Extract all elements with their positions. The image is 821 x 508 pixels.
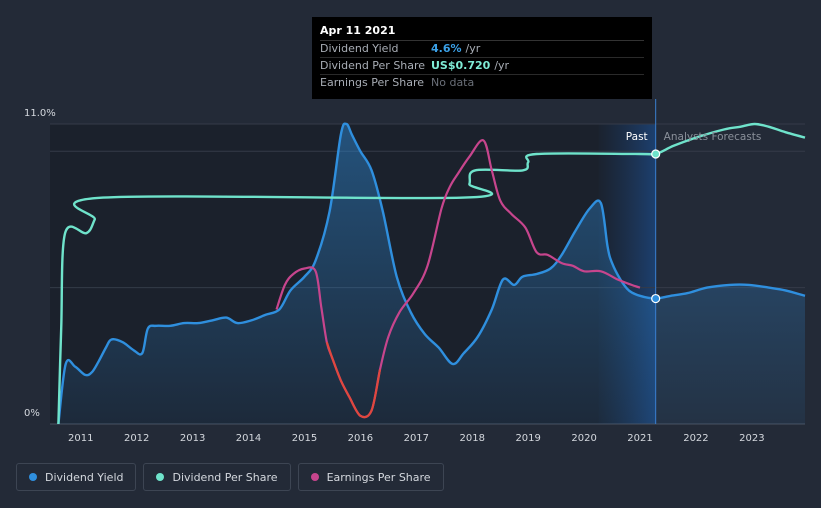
x-axis-ticks: 2011 2012 2013 2014 2015 2016 2017 2018 2019 2020… <box>68 433 765 444</box>
x-tick-label: 2021 <box>627 433 652 444</box>
legend-label: Earnings Per Share <box>326 470 431 484</box>
x-tick-label: 2018 <box>460 433 485 444</box>
tooltip-value: No data <box>431 76 475 89</box>
past-label: Past <box>626 131 648 143</box>
earnings-per-share-negative-segment <box>325 341 382 419</box>
x-tick-label: 2022 <box>683 433 708 444</box>
tooltip: Apr 11 2021 Dividend Yield 4.6% /yr Divi… <box>312 17 652 99</box>
legend-dot-icon <box>156 473 165 481</box>
y-axis-top-label: 11.0% <box>24 108 56 119</box>
hover-marker-dividend-yield <box>651 293 661 304</box>
legend-label: Dividend Yield <box>45 470 124 484</box>
legend-item-earnings-per-share[interactable]: Earnings Per Share <box>297 463 444 491</box>
series-layer <box>57 122 806 425</box>
tooltip-unit: /yr <box>465 42 481 55</box>
legend-label: Dividend Per Share <box>172 470 278 484</box>
forecast-label: Analysts Forecasts <box>664 131 762 143</box>
x-tick-label: 2016 <box>348 433 373 444</box>
y-axis-bottom-label: 0% <box>24 408 40 419</box>
tooltip-label: Earnings Per Share <box>320 76 425 89</box>
hover-markers <box>651 149 661 304</box>
legend-dot-icon <box>29 473 37 481</box>
x-tick-label: 2011 <box>68 433 93 444</box>
dividend-per-share-line <box>57 122 806 425</box>
x-tick-label: 2012 <box>124 433 149 444</box>
tooltip-row-dividend-yield: Dividend Yield 4.6% /yr <box>320 41 644 58</box>
x-tick-label: 2017 <box>404 433 429 444</box>
tooltip-label: Dividend Per Share <box>320 59 426 72</box>
x-tick-label: 2013 <box>180 433 205 444</box>
tooltip-value: 4.6% <box>431 42 462 55</box>
x-tick-label: 2023 <box>739 433 764 444</box>
tooltip-date: Apr 11 2021 <box>320 23 644 41</box>
earnings-per-share-line <box>275 139 641 419</box>
hover-marker-dividend-per-share <box>651 149 661 159</box>
x-tick-label: 2019 <box>515 433 540 444</box>
x-tick-label: 2015 <box>292 433 317 444</box>
legend-item-dividend-per-share[interactable]: Dividend Per Share <box>143 463 291 491</box>
dividend-yield-line <box>57 122 806 425</box>
legend-item-dividend-yield[interactable]: Dividend Yield <box>16 463 137 491</box>
legend: Dividend Yield Dividend Per Share Earnin… <box>16 463 444 491</box>
legend-dot-icon <box>310 473 319 481</box>
tooltip-label: Dividend Yield <box>320 42 399 55</box>
x-tick-label: 2014 <box>236 433 261 444</box>
tooltip-value: US$0.720 <box>431 59 491 72</box>
dividend-yield-area <box>58 123 805 425</box>
tooltip-unit: /yr <box>494 59 510 72</box>
x-tick-label: 2020 <box>571 433 596 444</box>
tooltip-row-dividend-per-share: Dividend Per Share US$0.720 /yr <box>320 58 644 75</box>
tooltip-row-earnings-per-share: Earnings Per Share No data <box>320 75 644 91</box>
